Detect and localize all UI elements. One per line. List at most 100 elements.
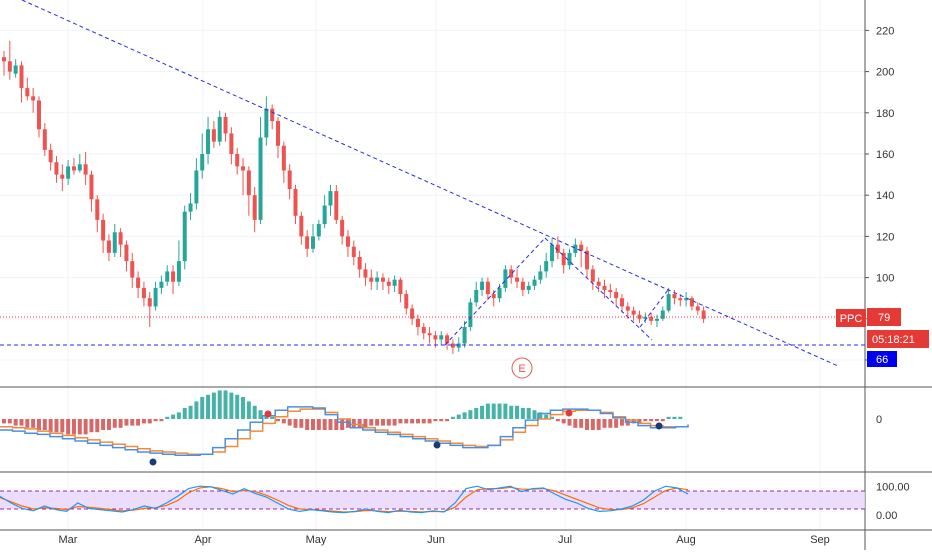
macd-histogram bbox=[2, 390, 683, 435]
candle-body bbox=[223, 116, 228, 134]
short-uptrend-line bbox=[639, 289, 669, 328]
macd-bar bbox=[497, 403, 502, 419]
candle-body bbox=[217, 116, 222, 142]
candle-body bbox=[182, 211, 187, 262]
candle-body bbox=[427, 333, 432, 336]
macd-bar bbox=[48, 419, 53, 433]
candle-body bbox=[206, 129, 211, 154]
candle-body bbox=[258, 137, 263, 220]
macd-bar bbox=[538, 412, 543, 419]
candle-body bbox=[136, 277, 141, 288]
candle-body bbox=[509, 269, 514, 278]
macd-bar bbox=[520, 408, 525, 419]
macd-bar bbox=[608, 419, 613, 428]
macd-bar bbox=[672, 416, 677, 419]
candle-body bbox=[421, 327, 426, 334]
candle-body bbox=[124, 244, 129, 262]
time-axis-label: Sep bbox=[810, 534, 830, 546]
macd-bar bbox=[357, 419, 362, 428]
candle-body bbox=[369, 277, 374, 282]
candlestick-series bbox=[2, 40, 706, 354]
candle-body bbox=[351, 246, 356, 257]
macd-bar bbox=[526, 408, 531, 419]
last-price-badge bbox=[867, 308, 901, 326]
crossover-dot bbox=[565, 409, 573, 417]
candle-body bbox=[643, 316, 648, 319]
macd-bar bbox=[293, 419, 298, 428]
candle-body bbox=[567, 252, 572, 266]
trend-lines: E bbox=[0, 0, 865, 379]
candle-body bbox=[596, 281, 601, 286]
price-labels: PPC 79 05:18:21 66 bbox=[836, 308, 929, 367]
support-value: 66 bbox=[876, 354, 888, 366]
stochastic-band bbox=[0, 491, 865, 509]
candle-body bbox=[538, 271, 543, 280]
macd-bar bbox=[415, 419, 420, 424]
macd-bar bbox=[386, 419, 391, 426]
uptrend-line bbox=[444, 237, 546, 346]
macd-bar bbox=[211, 392, 216, 419]
candle-body bbox=[672, 294, 677, 299]
earnings-marker-label: E bbox=[518, 363, 525, 375]
price-tick-label: 140 bbox=[876, 190, 894, 202]
macd-bar bbox=[550, 416, 555, 419]
macd-bar bbox=[666, 416, 671, 419]
macd-bar bbox=[188, 405, 193, 419]
candle-body bbox=[264, 108, 269, 138]
macd-bar bbox=[200, 397, 205, 419]
macd-bar bbox=[503, 403, 508, 419]
macd-bar bbox=[369, 419, 374, 426]
candle-body bbox=[555, 244, 560, 253]
candle-body bbox=[649, 316, 654, 321]
candle-body bbox=[631, 310, 636, 315]
stochastic-level-label: 100.00 bbox=[876, 482, 910, 494]
macd-bar bbox=[445, 419, 450, 422]
candle-body bbox=[410, 308, 415, 319]
candle-body bbox=[281, 145, 286, 171]
price-tick-label: 180 bbox=[876, 108, 894, 120]
macd-bar bbox=[585, 419, 589, 430]
candle-body bbox=[497, 287, 502, 299]
candle-body bbox=[299, 215, 304, 237]
candle-body bbox=[678, 298, 683, 301]
time-axis-label: Jul bbox=[558, 534, 572, 546]
candle-body bbox=[450, 343, 455, 348]
macd-bar bbox=[77, 419, 82, 435]
macd-bar bbox=[678, 416, 683, 419]
macd-bar bbox=[159, 419, 164, 422]
candle-body bbox=[42, 129, 47, 150]
countdown-timer: 05:18:21 bbox=[872, 334, 915, 346]
candle-body bbox=[485, 281, 490, 295]
macd-bar bbox=[217, 390, 222, 419]
macd-bar bbox=[7, 419, 12, 424]
candle-body bbox=[118, 232, 123, 245]
macd-bar bbox=[590, 419, 595, 430]
candle-body bbox=[480, 281, 485, 290]
macd-bar bbox=[25, 419, 30, 428]
candle-body bbox=[590, 269, 595, 282]
price-tick-label: 200 bbox=[876, 67, 894, 79]
candle-body bbox=[386, 281, 391, 286]
macd-bar bbox=[270, 416, 275, 419]
price-axis[interactable]: 02202001801601401201008060100.000.00 bbox=[865, 25, 910, 522]
candle-body bbox=[526, 285, 531, 290]
macd-bar bbox=[54, 419, 59, 433]
macd-bar bbox=[229, 392, 234, 419]
candle-body bbox=[585, 250, 589, 270]
candle-body bbox=[579, 244, 584, 251]
last-price-value: 79 bbox=[878, 312, 890, 324]
candle-body bbox=[433, 335, 438, 340]
candle-body bbox=[345, 236, 350, 247]
candle-body bbox=[316, 224, 321, 237]
time-axis-label: Aug bbox=[676, 534, 696, 546]
macd-bar bbox=[235, 394, 240, 419]
macd-bar bbox=[480, 405, 485, 419]
time-axis[interactable]: Mar Apr May Jun Jul Aug Sep bbox=[59, 534, 830, 546]
macd-bar bbox=[246, 401, 251, 419]
candle-body bbox=[293, 189, 298, 216]
candle-body bbox=[194, 170, 199, 204]
stochastic-k-line bbox=[0, 485, 689, 514]
macd-bar bbox=[433, 419, 438, 422]
macd-bar bbox=[340, 419, 345, 430]
